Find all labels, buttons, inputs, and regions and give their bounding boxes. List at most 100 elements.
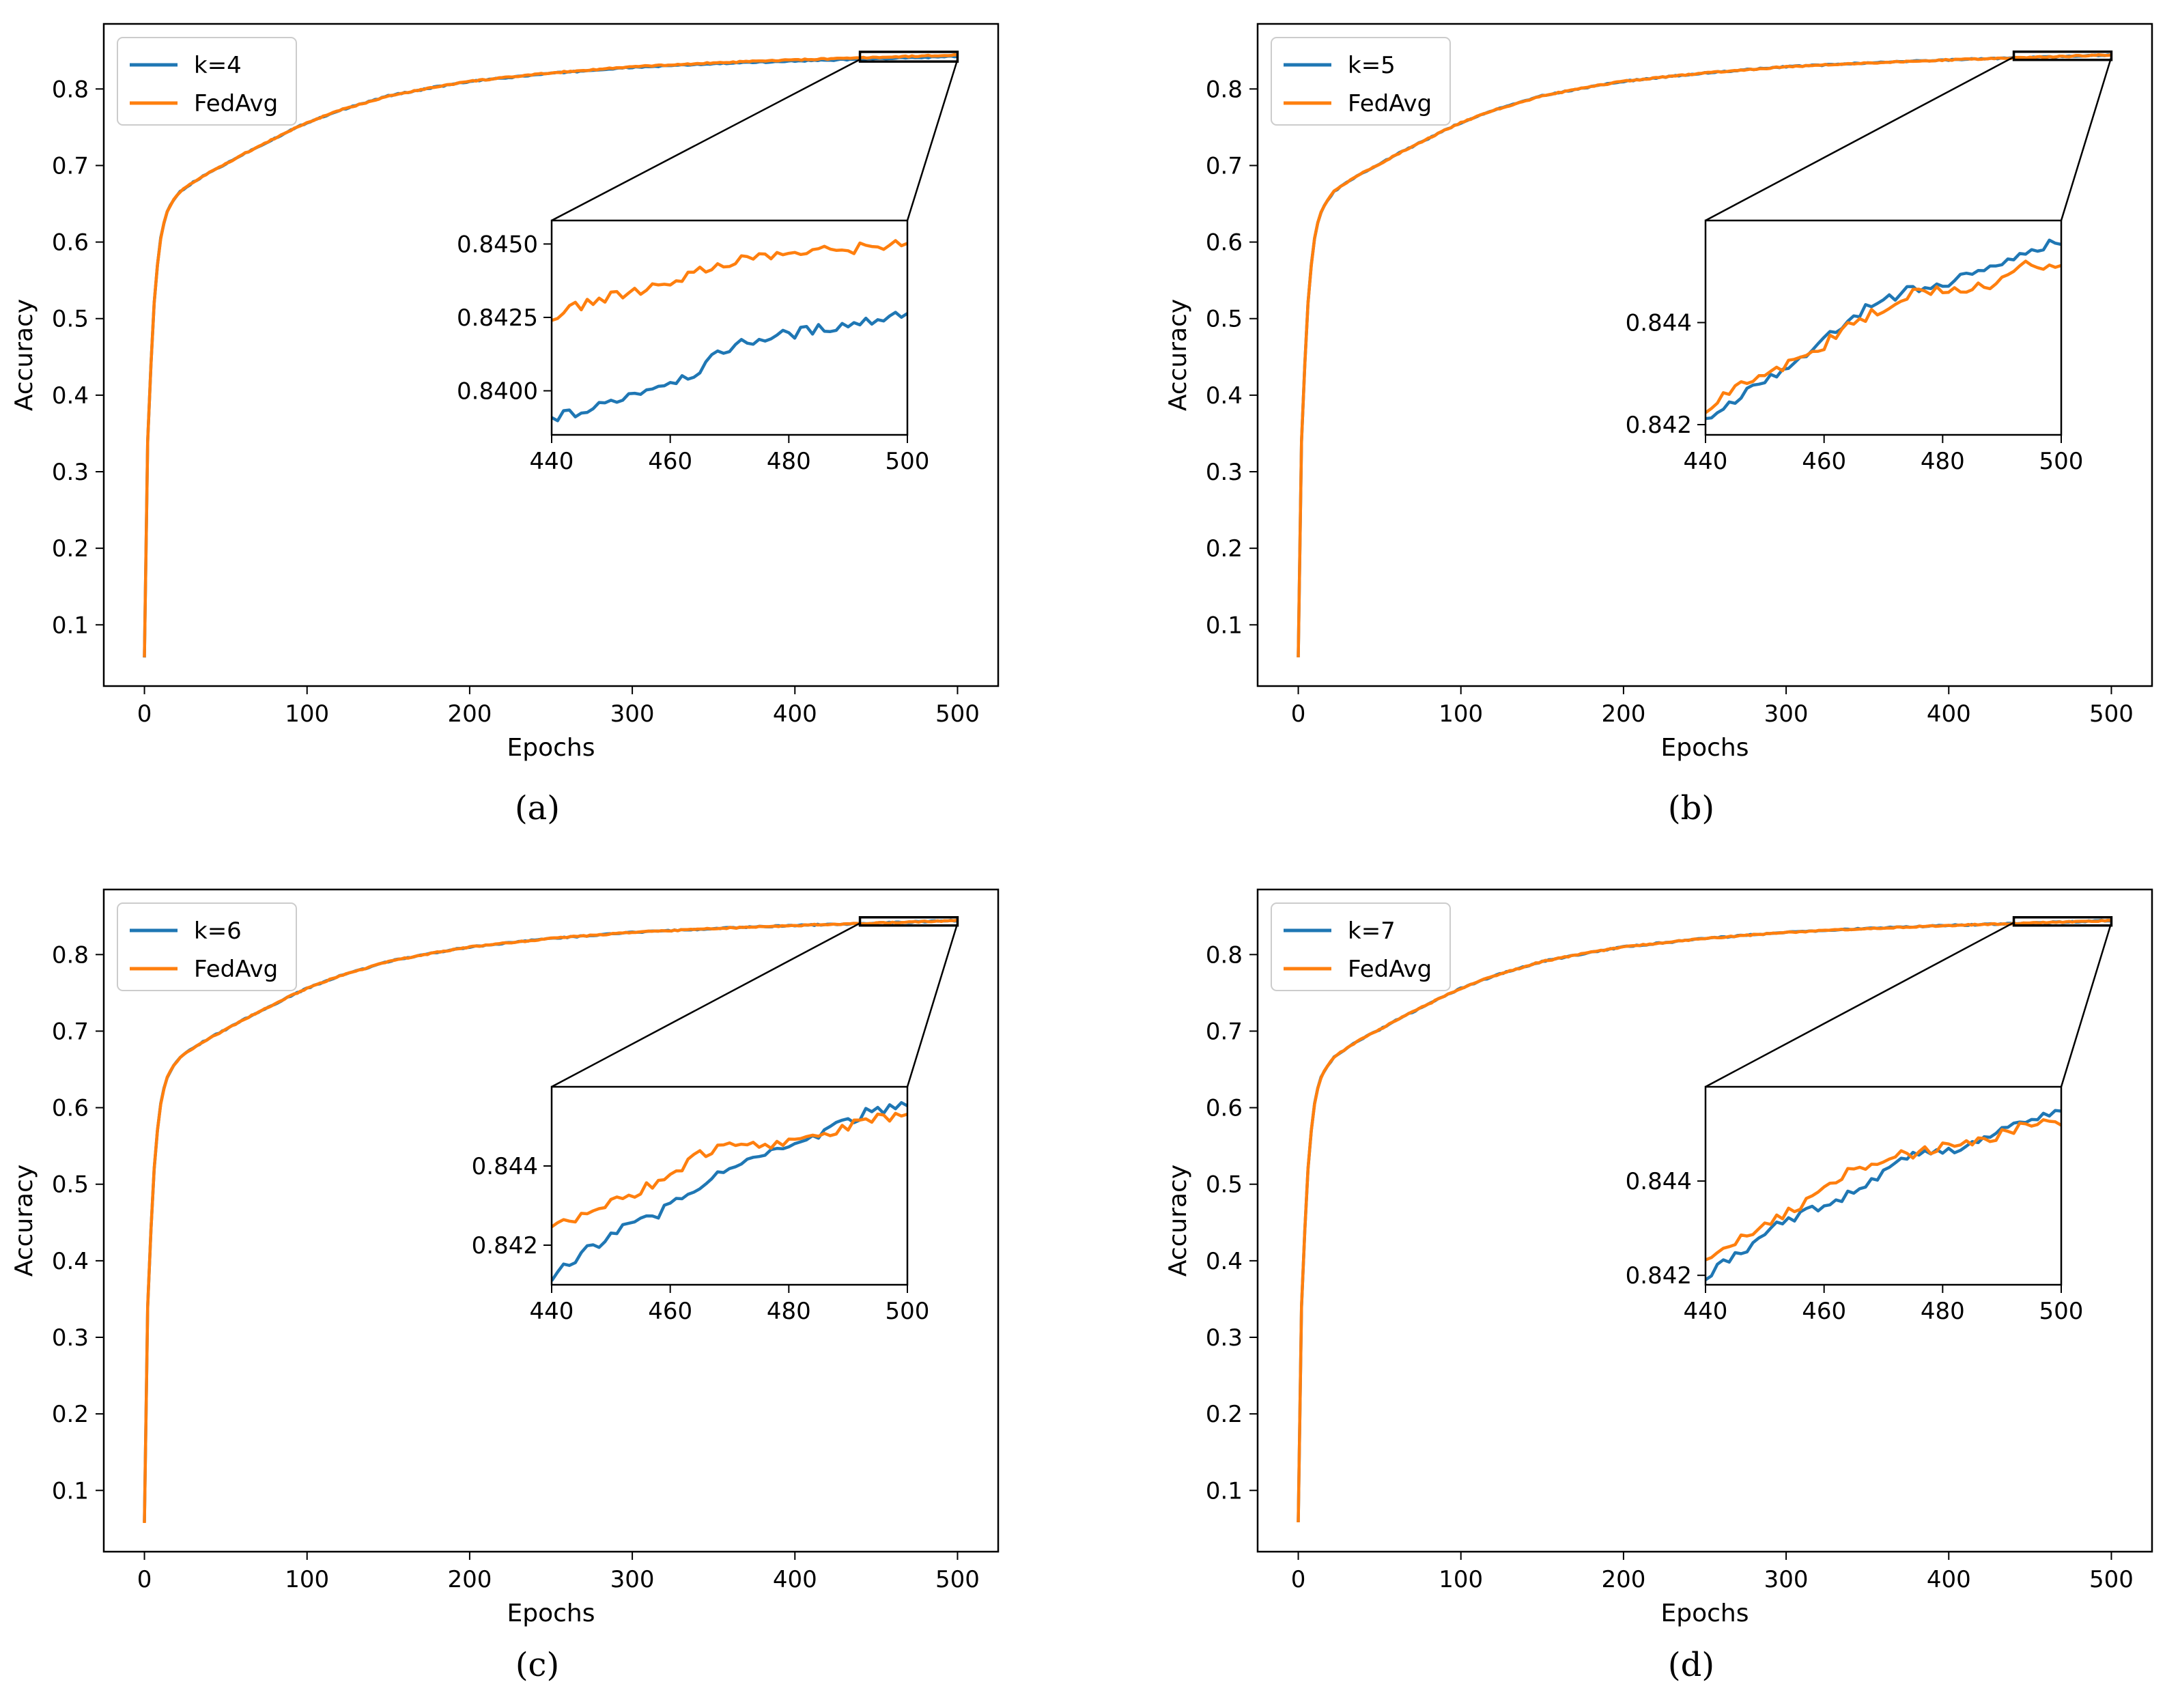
inset-frame bbox=[1704, 219, 2063, 436]
zoom-region-box bbox=[2012, 50, 2113, 61]
inset-y-tick-label: 0.8450 bbox=[457, 231, 538, 258]
legend: k=6 FedAvg bbox=[117, 902, 297, 991]
x-tick-label: 0 bbox=[137, 1566, 152, 1593]
series-line-fedavg bbox=[143, 918, 958, 1524]
axes-frame bbox=[1256, 23, 2153, 687]
inset-frame bbox=[550, 219, 909, 436]
y-tick-label: 0.2 bbox=[52, 535, 89, 563]
inset-plot: 440 460 480 500 0.842 0.844 bbox=[1626, 1085, 2084, 1325]
x-tick-label: 500 bbox=[935, 1566, 980, 1593]
series-line-fedavg bbox=[1297, 53, 2112, 657]
inset-y-tick-label: 0.8400 bbox=[457, 378, 538, 405]
axes-frame bbox=[102, 23, 1000, 687]
zoom-connector-line bbox=[1705, 922, 2015, 1088]
legend: k=7 FedAvg bbox=[1271, 902, 1451, 991]
zoom-connector-line bbox=[1705, 56, 2015, 222]
y-tick-label: 0.5 bbox=[1206, 1171, 1243, 1199]
inset-y-tick-label: 0.844 bbox=[1626, 310, 1692, 337]
inset-series-line-fedavg bbox=[1706, 259, 2061, 414]
y-tick-label: 0.6 bbox=[52, 1095, 89, 1122]
inset-plot: 440 460 480 500 0.842 0.844 bbox=[472, 1085, 930, 1325]
panel-d: 0 100 200 300 400 500 0.1 0.2 0.3 0.4 0.5 0.6 0.7 0.8… bbox=[1164, 888, 2153, 1684]
inset-x-tick-label: 460 bbox=[1802, 1298, 1846, 1325]
inset-series-line-k4 bbox=[552, 311, 907, 423]
y-tick-label: 0.3 bbox=[1206, 459, 1243, 486]
inset-y-tick-label: 0.842 bbox=[1626, 412, 1692, 439]
y-tick-label: 0.4 bbox=[1206, 1248, 1243, 1275]
y-tick-label: 0.8 bbox=[52, 76, 89, 103]
y-tick-label: 0.7 bbox=[52, 1018, 89, 1045]
x-tick-label: 0 bbox=[1291, 1566, 1306, 1593]
y-tick-label: 0.6 bbox=[1206, 229, 1243, 257]
y-tick-label: 0.6 bbox=[52, 229, 89, 257]
y-tick-label: 0.4 bbox=[1206, 382, 1243, 410]
x-tick-label: 100 bbox=[285, 1566, 329, 1593]
y-tick-label: 0.2 bbox=[1206, 1401, 1243, 1428]
y-tick-label: 0.4 bbox=[52, 1248, 89, 1275]
inset-x-tick-label: 500 bbox=[2039, 448, 2084, 475]
y-tick-label: 0.5 bbox=[52, 1171, 89, 1199]
zoom-connector-line bbox=[551, 59, 861, 222]
zoom-connector-line bbox=[2060, 922, 2112, 1087]
inset-frame bbox=[1704, 1085, 2063, 1286]
series-line-fedavg bbox=[143, 53, 958, 657]
inset-series-line-k6 bbox=[552, 1100, 907, 1282]
inset-x-tick-label: 440 bbox=[1684, 1298, 1728, 1325]
legend-label: FedAvg bbox=[1348, 90, 1432, 117]
inset-y-tick-label: 0.844 bbox=[1626, 1168, 1692, 1195]
y-tick-label: 0.8 bbox=[1206, 76, 1243, 103]
inset-series-line-fedavg bbox=[1706, 1118, 2061, 1262]
y-tick-label: 0.7 bbox=[52, 152, 89, 180]
x-tick-label: 100 bbox=[1439, 1566, 1483, 1593]
inset-x-tick-label: 500 bbox=[886, 1298, 930, 1325]
inset-background bbox=[552, 1087, 907, 1285]
inset-y-tick-label: 0.842 bbox=[1626, 1262, 1692, 1290]
inset-x-tick-label: 480 bbox=[1921, 1298, 1965, 1325]
x-tick-label: 200 bbox=[447, 700, 492, 728]
inset-y-tick-label: 0.844 bbox=[472, 1153, 538, 1180]
x-tick-label: 100 bbox=[285, 700, 329, 728]
y-axis-label: Accuracy bbox=[10, 299, 38, 411]
panel-caption: (a) bbox=[515, 789, 560, 827]
x-tick-label: 0 bbox=[137, 700, 152, 728]
inset-plot: 440 460 480 500 0.842 0.844 bbox=[1626, 219, 2084, 475]
inset-frame bbox=[550, 1085, 909, 1286]
panel-caption: (b) bbox=[1668, 789, 1714, 827]
x-tick-label: 400 bbox=[773, 700, 817, 728]
panel-b: 0 100 200 300 400 500 0.1 0.2 0.3 0.4 0.5 0.6 0.7 0.8… bbox=[1164, 23, 2153, 827]
y-tick-label: 0.7 bbox=[1206, 1018, 1243, 1045]
x-tick-label: 400 bbox=[773, 1566, 817, 1593]
inset-x-tick-label: 440 bbox=[530, 1298, 574, 1325]
x-tick-label: 400 bbox=[1927, 700, 1971, 728]
legend: k=4 FedAvg bbox=[117, 37, 297, 126]
zoom-connector-line bbox=[906, 59, 959, 221]
inset-x-tick-label: 460 bbox=[1802, 448, 1846, 475]
axes-frame bbox=[102, 888, 1000, 1553]
x-tick-label: 200 bbox=[1601, 700, 1645, 728]
inset-series-line-k5 bbox=[1706, 238, 2061, 421]
y-tick-label: 0.6 bbox=[1206, 1095, 1243, 1122]
legend-label: FedAvg bbox=[194, 956, 278, 983]
x-axis-label: Epochs bbox=[507, 1599, 595, 1627]
inset-x-tick-label: 440 bbox=[1684, 448, 1728, 475]
x-axis-label: Epochs bbox=[1661, 734, 1749, 762]
zoom-connector-line bbox=[551, 922, 861, 1088]
inset-background bbox=[1706, 1087, 2061, 1285]
y-axis-label: Accuracy bbox=[10, 1165, 38, 1277]
legend-label: k=5 bbox=[1348, 52, 1396, 79]
inset-series-line-fedavg bbox=[552, 239, 907, 322]
inset-series-line-k7 bbox=[1706, 1109, 2061, 1281]
y-tick-label: 0.1 bbox=[1206, 612, 1243, 639]
zoom-connector-line bbox=[906, 922, 959, 1087]
y-tick-label: 0.1 bbox=[1206, 1477, 1243, 1505]
x-tick-label: 200 bbox=[447, 1566, 492, 1593]
inset-x-tick-label: 500 bbox=[2039, 1298, 2084, 1325]
x-tick-label: 500 bbox=[935, 700, 980, 728]
zoom-region-box bbox=[858, 51, 959, 63]
y-tick-label: 0.8 bbox=[52, 941, 89, 969]
panel-c: 0 100 200 300 400 500 0.1 0.2 0.3 0.4 0.5 0.6 0.7 0.8… bbox=[10, 888, 1000, 1684]
x-tick-label: 300 bbox=[610, 1566, 655, 1593]
x-tick-label: 500 bbox=[2089, 1566, 2134, 1593]
zoom-region-box bbox=[2012, 915, 2113, 927]
inset-x-tick-label: 480 bbox=[1921, 448, 1965, 475]
